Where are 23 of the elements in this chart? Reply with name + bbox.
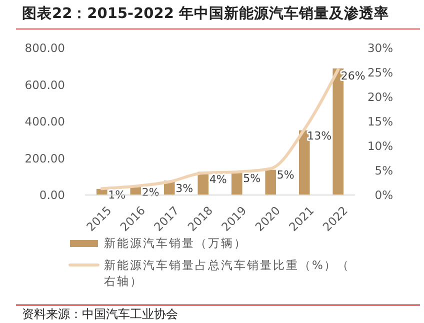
text: 资料来源：中国汽车工业协会 [22,307,178,321]
y2-tick-label: 20% [367,90,394,104]
bar [298,130,310,195]
y-tick-label: 0.00 [39,188,65,202]
y2-tick-label: 30% [367,41,394,55]
y2-tick-label: 15% [367,114,394,128]
data-label: 3% [176,182,194,195]
y-tick-label: 400.00 [24,114,65,128]
bar [231,172,242,195]
legend-label: 新能源汽车销量占总汽车销量比重（%）（右轴） [104,258,350,288]
bar [265,170,276,195]
y2-tick-label: 10% [367,139,394,153]
data-label: 4% [209,172,227,186]
y2-tick-label: 0% [374,188,394,202]
data-label: 5% [243,172,261,185]
legend-label: 新能源汽车销量（万辆） [104,236,247,250]
y-tick-label: 600.00 [24,78,65,92]
y2-tick-label: 5% [374,164,394,178]
y2-tick-label: 25% [367,66,394,80]
y-tick-label: 800.00 [24,41,65,55]
data-label: 5% [276,168,294,182]
chart-title: 图表22：2015-2022 年中国新能源汽车销量及渗透率 [22,4,389,22]
y-tick-label: 200.00 [24,151,65,166]
